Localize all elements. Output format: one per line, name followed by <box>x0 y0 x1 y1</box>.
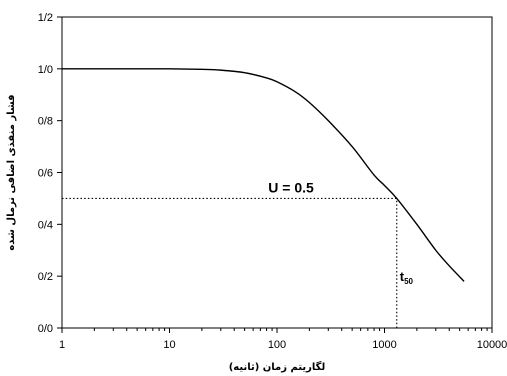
x-axis-title: لگاریتم زمان (ثانیه) <box>229 360 326 373</box>
x-tick-label: 10000 <box>477 339 507 351</box>
plot-area-frame <box>61 16 493 329</box>
y-tick-label: 1/0 <box>38 64 53 76</box>
y-axis: 0/0 0/2 0/4 0/6 0/8 1/0 1/2 <box>38 12 62 335</box>
y-tick-label: 0/8 <box>38 116 53 128</box>
annotations: U = 0.5 t50 <box>268 179 413 286</box>
x-tick-label: 1 <box>59 339 65 351</box>
t50-annotation: t50 <box>400 269 414 286</box>
x-tick-label: 10 <box>163 339 175 351</box>
reference-lines <box>62 197 398 328</box>
y-tick-label: 0/4 <box>38 219 53 231</box>
x-axis: 1 10 100 1000 10000 <box>59 328 507 351</box>
y-tick-label: 0/2 <box>38 271 53 283</box>
y-tick-label: 0/0 <box>38 323 53 335</box>
y-axis-title: فشار منفذی اضافی نرمال شده <box>6 94 17 250</box>
series-layer <box>62 68 465 282</box>
y-tick-label: 0/6 <box>38 168 53 180</box>
x-tick-label: 100 <box>268 339 286 351</box>
series-line <box>62 68 465 282</box>
u-annotation: U = 0.5 <box>268 179 314 195</box>
x-tick-label: 1000 <box>372 339 396 351</box>
y-tick-label: 1/2 <box>38 12 53 24</box>
